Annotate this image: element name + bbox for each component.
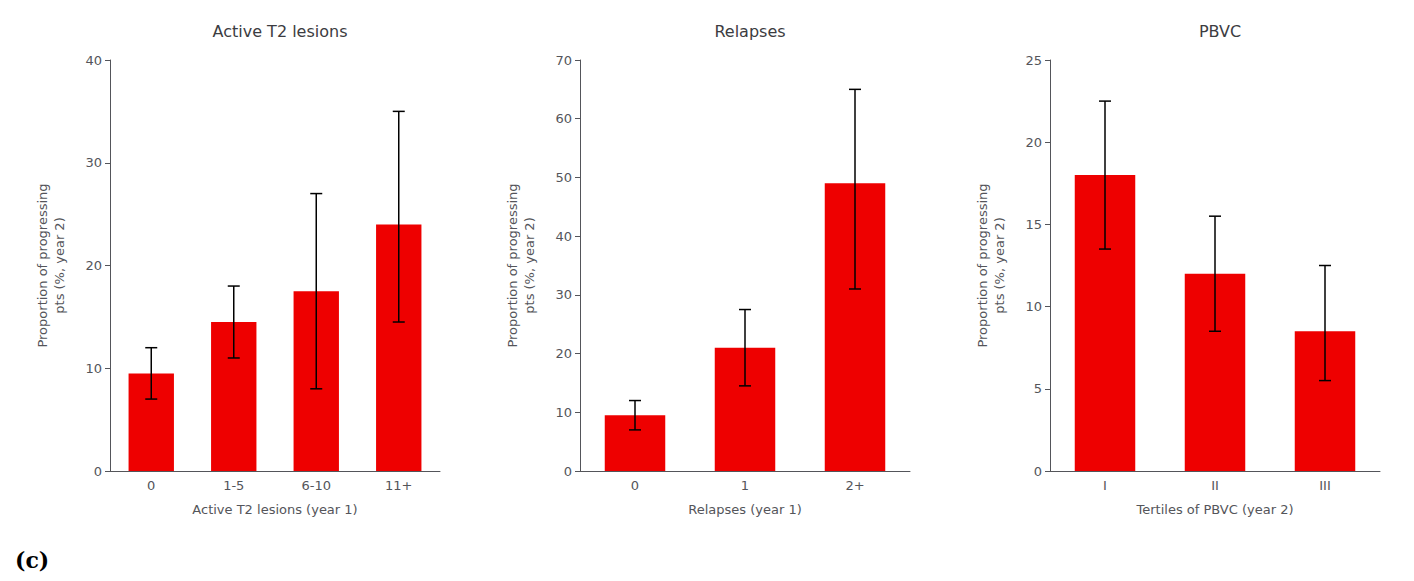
svg-text:I: I xyxy=(1103,478,1107,493)
svg-text:10: 10 xyxy=(555,405,572,420)
svg-text:pts (%, year 2): pts (%, year 2) xyxy=(52,217,67,313)
svg-text:0: 0 xyxy=(1034,464,1042,479)
svg-text:(c): (c) xyxy=(15,547,49,573)
svg-text:30: 30 xyxy=(85,155,102,170)
svg-text:Proportion of progressing: Proportion of progressing xyxy=(505,183,520,347)
svg-text:Relapses (year 1): Relapses (year 1) xyxy=(688,502,802,517)
svg-text:20: 20 xyxy=(555,346,572,361)
svg-text:Active T2 lesions: Active T2 lesions xyxy=(213,22,348,41)
svg-text:40: 40 xyxy=(555,229,572,244)
svg-text:II: II xyxy=(1211,478,1219,493)
svg-text:15: 15 xyxy=(1025,217,1042,232)
svg-text:20: 20 xyxy=(85,258,102,273)
svg-text:10: 10 xyxy=(1025,299,1042,314)
svg-text:25: 25 xyxy=(1025,53,1042,68)
svg-text:10: 10 xyxy=(85,361,102,376)
svg-text:0: 0 xyxy=(94,464,102,479)
svg-text:70: 70 xyxy=(555,53,572,68)
svg-text:40: 40 xyxy=(85,53,102,68)
svg-text:60: 60 xyxy=(555,111,572,126)
svg-text:11+: 11+ xyxy=(385,478,412,493)
svg-text:5: 5 xyxy=(1034,381,1042,396)
svg-text:1-5: 1-5 xyxy=(223,478,244,493)
svg-text:2+: 2+ xyxy=(845,478,864,493)
svg-text:1: 1 xyxy=(741,478,749,493)
svg-text:6-10: 6-10 xyxy=(301,478,331,493)
svg-text:30: 30 xyxy=(555,287,572,302)
svg-text:Active T2 lesions (year 1): Active T2 lesions (year 1) xyxy=(192,502,357,517)
svg-text:50: 50 xyxy=(555,170,572,185)
svg-text:Relapses: Relapses xyxy=(714,22,785,41)
svg-text:Proportion of progressing: Proportion of progressing xyxy=(35,183,50,347)
svg-text:pts (%, year 2): pts (%, year 2) xyxy=(992,217,1007,313)
svg-text:0: 0 xyxy=(564,464,572,479)
svg-text:pts (%, year 2): pts (%, year 2) xyxy=(522,217,537,313)
svg-text:III: III xyxy=(1319,478,1331,493)
svg-text:0: 0 xyxy=(147,478,155,493)
svg-text:20: 20 xyxy=(1025,135,1042,150)
svg-text:0: 0 xyxy=(631,478,639,493)
svg-text:PBVC: PBVC xyxy=(1199,22,1241,41)
svg-text:Tertiles of PBVC (year 2): Tertiles of PBVC (year 2) xyxy=(1136,502,1294,517)
svg-text:Proportion of progressing: Proportion of progressing xyxy=(975,183,990,347)
